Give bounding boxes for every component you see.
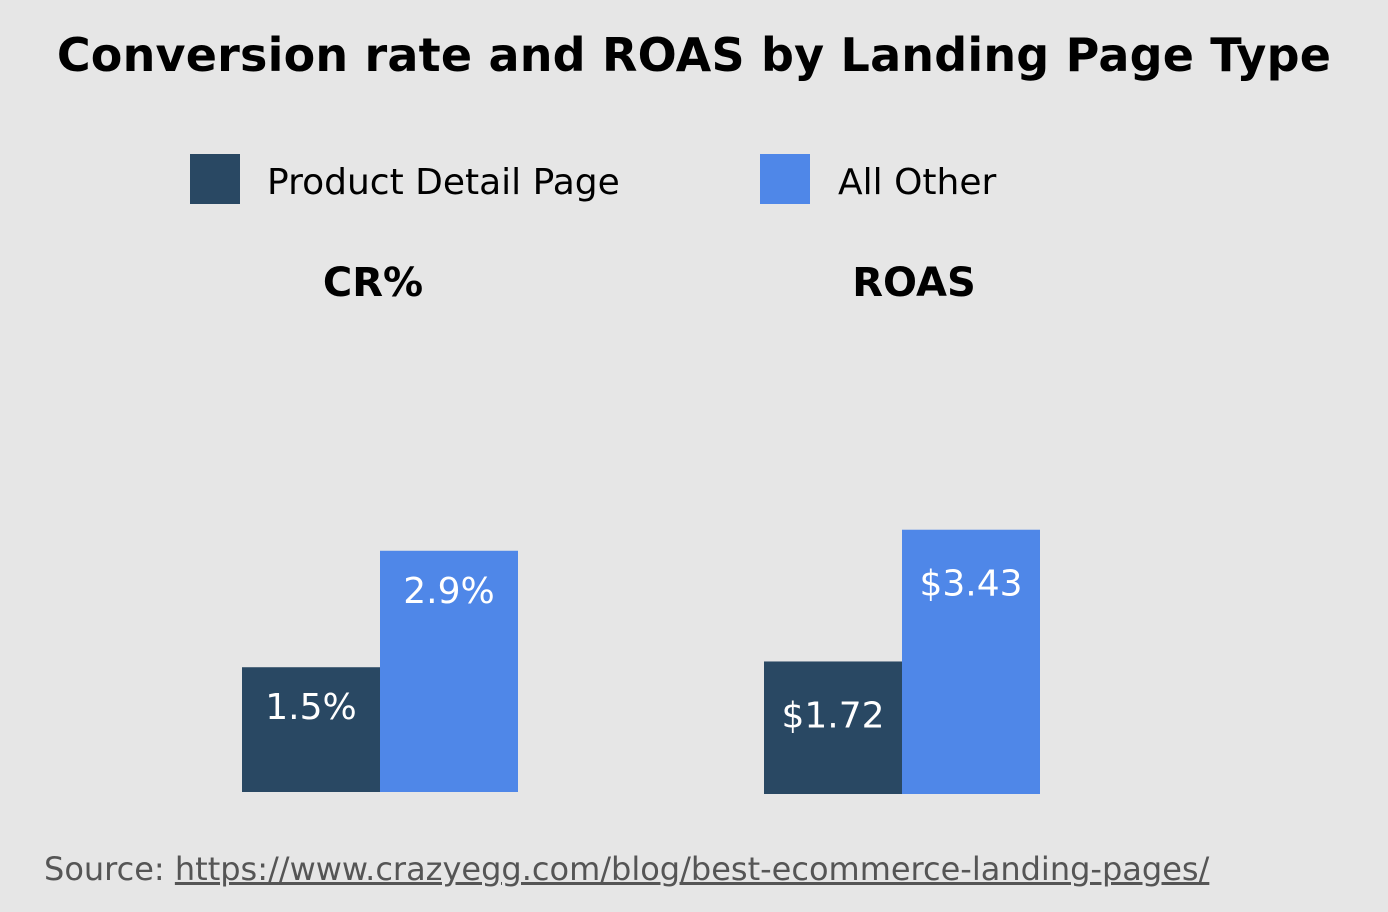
legend-swatch-product-detail-page <box>190 154 240 204</box>
source-link[interactable]: https://www.crazyegg.com/blog/best-ecomm… <box>174 850 1210 888</box>
bar-roas-all-other <box>902 529 1040 794</box>
bar-cr-product-detail-page <box>242 667 380 792</box>
legend-label-all-other: All Other <box>838 162 997 203</box>
legend-label-product-detail-page: Product Detail Page <box>267 162 620 203</box>
data-label-roas-product-detail-page: $1.72 <box>781 695 884 736</box>
legend-swatch-all-other <box>760 154 810 204</box>
source-note: Source: https://www.crazyegg.com/blog/be… <box>44 850 1209 888</box>
panel-title-roas: ROAS <box>852 260 976 306</box>
source-prefix: Source: <box>44 850 175 888</box>
data-label-cr-all-other: 2.9% <box>403 571 494 612</box>
bar-roas-product-detail-page <box>764 661 902 794</box>
data-label-cr-product-detail-page: 1.5% <box>265 687 356 728</box>
panel-title-cr: CR% <box>322 260 424 306</box>
chart-title: Conversion rate and ROAS by Landing Page… <box>56 28 1332 82</box>
data-label-roas-all-other: $3.43 <box>919 564 1022 605</box>
bar-cr-all-other <box>380 550 518 792</box>
